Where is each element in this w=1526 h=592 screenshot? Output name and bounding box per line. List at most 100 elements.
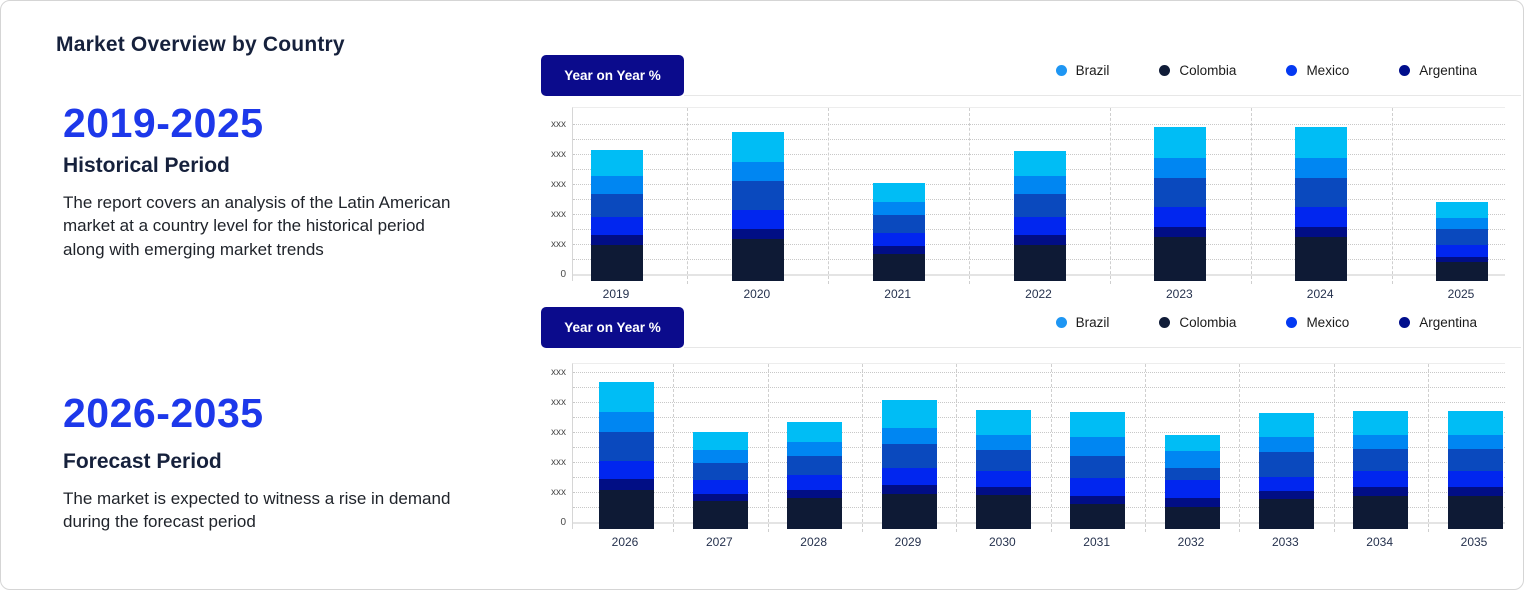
bar-segment-argentina[interactable] bbox=[872, 246, 925, 254]
bar-segment-mexico[interactable] bbox=[1436, 245, 1488, 257]
bar-segment-argentina[interactable] bbox=[1295, 227, 1348, 237]
bar-segment-mexico[interactable] bbox=[598, 461, 654, 479]
bar-segment-sky-blue-series[interactable] bbox=[1013, 151, 1066, 176]
bar-segment-colombia[interactable] bbox=[1154, 237, 1207, 281]
bar-segment-deep-blue-series[interactable] bbox=[1353, 449, 1409, 471]
bar-segment-deep-blue-series[interactable] bbox=[591, 194, 643, 217]
bar-segment-argentina[interactable] bbox=[731, 229, 784, 239]
bar-segment-colombia[interactable] bbox=[1353, 496, 1409, 529]
bar-segment-sky-blue-series[interactable] bbox=[1436, 202, 1488, 218]
bar-segment-argentina[interactable] bbox=[1353, 487, 1409, 496]
bar-segment-mexico[interactable] bbox=[1070, 478, 1126, 496]
bar-segment-mexico[interactable] bbox=[975, 471, 1031, 487]
bar-segment-argentina[interactable] bbox=[598, 479, 654, 490]
bar-segment-colombia[interactable] bbox=[1295, 237, 1348, 281]
legend-item-brazil[interactable]: Brazil bbox=[1055, 63, 1109, 78]
bar-segment-mexico[interactable] bbox=[692, 480, 748, 494]
bar-2028[interactable] bbox=[787, 422, 843, 529]
legend-item-mexico[interactable]: Mexico bbox=[1286, 315, 1349, 330]
bar-segment-brazil[interactable] bbox=[1258, 437, 1314, 452]
bar-segment-colombia[interactable] bbox=[975, 495, 1031, 529]
bar-2027[interactable] bbox=[692, 432, 748, 529]
bar-segment-argentina[interactable] bbox=[881, 485, 937, 494]
bar-segment-argentina[interactable] bbox=[1258, 491, 1314, 499]
bar-segment-deep-blue-series[interactable] bbox=[1154, 178, 1207, 207]
bar-segment-brazil[interactable] bbox=[1447, 435, 1503, 449]
bar-segment-sky-blue-series[interactable] bbox=[1447, 411, 1503, 435]
year-on-year-tab[interactable]: Year on Year % bbox=[541, 307, 684, 348]
bar-segment-colombia[interactable] bbox=[1070, 504, 1126, 529]
bar-2020[interactable] bbox=[731, 132, 784, 281]
bar-segment-brazil[interactable] bbox=[881, 428, 937, 444]
legend-item-colombia[interactable]: Colombia bbox=[1159, 63, 1236, 78]
bar-segment-colombia[interactable] bbox=[881, 494, 937, 529]
bar-segment-mexico[interactable] bbox=[1353, 471, 1409, 487]
bar-segment-brazil[interactable] bbox=[787, 442, 843, 456]
legend-item-argentina[interactable]: Argentina bbox=[1399, 63, 1477, 78]
bar-2022[interactable] bbox=[1013, 151, 1066, 281]
bar-segment-deep-blue-series[interactable] bbox=[731, 181, 784, 210]
bar-segment-brazil[interactable] bbox=[872, 202, 925, 215]
legend-item-mexico[interactable]: Mexico bbox=[1286, 63, 1349, 78]
bar-segment-sky-blue-series[interactable] bbox=[1164, 435, 1220, 451]
bar-segment-mexico[interactable] bbox=[1154, 207, 1207, 227]
bar-segment-mexico[interactable] bbox=[1013, 217, 1066, 235]
bar-segment-mexico[interactable] bbox=[787, 475, 843, 490]
bar-segment-argentina[interactable] bbox=[1154, 227, 1207, 237]
bar-segment-mexico[interactable] bbox=[1164, 480, 1220, 498]
bar-segment-mexico[interactable] bbox=[591, 217, 643, 235]
bar-segment-argentina[interactable] bbox=[787, 490, 843, 498]
bar-2024[interactable] bbox=[1295, 127, 1348, 281]
bar-segment-argentina[interactable] bbox=[1436, 257, 1488, 262]
bar-segment-brazil[interactable] bbox=[591, 176, 643, 194]
bar-segment-colombia[interactable] bbox=[692, 501, 748, 529]
bar-segment-sky-blue-series[interactable] bbox=[731, 132, 784, 162]
legend-item-brazil[interactable]: Brazil bbox=[1055, 315, 1109, 330]
bar-segment-argentina[interactable] bbox=[591, 235, 643, 245]
bar-segment-deep-blue-series[interactable] bbox=[598, 432, 654, 461]
bar-segment-mexico[interactable] bbox=[1447, 471, 1503, 487]
bar-segment-argentina[interactable] bbox=[1447, 487, 1503, 496]
bar-segment-deep-blue-series[interactable] bbox=[1447, 449, 1503, 471]
bar-2030[interactable] bbox=[975, 410, 1031, 529]
bar-segment-sky-blue-series[interactable] bbox=[1070, 412, 1126, 437]
bar-segment-colombia[interactable] bbox=[1164, 507, 1220, 529]
bar-segment-deep-blue-series[interactable] bbox=[872, 215, 925, 233]
bar-segment-brazil[interactable] bbox=[598, 412, 654, 432]
bar-segment-colombia[interactable] bbox=[598, 490, 654, 529]
bar-segment-brazil[interactable] bbox=[1436, 218, 1488, 229]
bar-2025[interactable] bbox=[1436, 202, 1488, 281]
bar-segment-brazil[interactable] bbox=[1013, 176, 1066, 194]
bar-segment-sky-blue-series[interactable] bbox=[1154, 127, 1207, 158]
bar-segment-deep-blue-series[interactable] bbox=[975, 450, 1031, 471]
bar-segment-deep-blue-series[interactable] bbox=[1436, 229, 1488, 245]
bar-segment-sky-blue-series[interactable] bbox=[1353, 411, 1409, 435]
bar-2031[interactable] bbox=[1070, 412, 1126, 529]
bar-segment-sky-blue-series[interactable] bbox=[872, 183, 925, 202]
bar-segment-colombia[interactable] bbox=[1013, 245, 1066, 281]
bar-segment-brazil[interactable] bbox=[1154, 158, 1207, 178]
bar-segment-deep-blue-series[interactable] bbox=[1295, 178, 1348, 207]
bar-segment-sky-blue-series[interactable] bbox=[881, 400, 937, 428]
bar-segment-colombia[interactable] bbox=[1447, 496, 1503, 529]
bar-segment-colombia[interactable] bbox=[1436, 262, 1488, 281]
bar-segment-mexico[interactable] bbox=[881, 468, 937, 485]
bar-segment-sky-blue-series[interactable] bbox=[598, 382, 654, 412]
bar-segment-argentina[interactable] bbox=[1070, 496, 1126, 504]
bar-2034[interactable] bbox=[1353, 411, 1409, 529]
bar-2032[interactable] bbox=[1164, 435, 1220, 529]
bar-segment-colombia[interactable] bbox=[591, 245, 643, 281]
bar-segment-deep-blue-series[interactable] bbox=[1070, 456, 1126, 478]
bar-segment-argentina[interactable] bbox=[1164, 498, 1220, 507]
bar-segment-deep-blue-series[interactable] bbox=[1164, 468, 1220, 480]
legend-item-argentina[interactable]: Argentina bbox=[1399, 315, 1477, 330]
bar-segment-sky-blue-series[interactable] bbox=[591, 150, 643, 176]
bar-segment-colombia[interactable] bbox=[731, 239, 784, 281]
bar-segment-colombia[interactable] bbox=[872, 254, 925, 281]
bar-segment-mexico[interactable] bbox=[731, 210, 784, 229]
bar-segment-sky-blue-series[interactable] bbox=[975, 410, 1031, 435]
bar-segment-deep-blue-series[interactable] bbox=[881, 444, 937, 468]
bar-segment-deep-blue-series[interactable] bbox=[692, 463, 748, 480]
bar-segment-brazil[interactable] bbox=[731, 162, 784, 181]
bar-segment-sky-blue-series[interactable] bbox=[1295, 127, 1348, 158]
